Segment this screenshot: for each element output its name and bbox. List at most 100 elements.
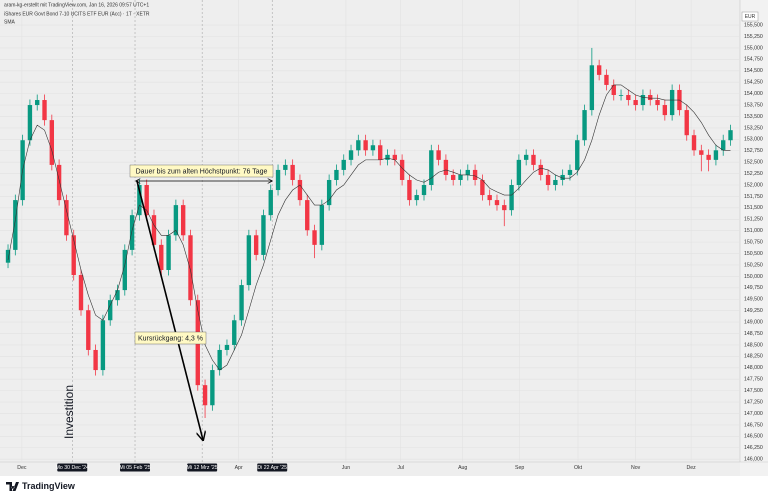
candle-body <box>392 154 398 160</box>
candle-body <box>275 169 281 191</box>
candle-body <box>326 179 332 206</box>
x-tick-label: Aug <box>458 465 467 471</box>
candle-body <box>239 285 244 321</box>
y-tick-label: 146,750 <box>744 422 763 428</box>
candle-body <box>655 100 660 106</box>
x-tick-label: Nov <box>631 465 641 471</box>
candle-body <box>604 74 609 85</box>
watermark: aram-kg-erstellt mit TradingView.com, Ja… <box>4 2 149 8</box>
candle-body <box>443 159 449 175</box>
y-tick-label: 151,250 <box>744 217 763 223</box>
y-tick-label: 154,750 <box>744 57 763 63</box>
candle-body <box>159 244 164 270</box>
candle-body <box>261 215 266 255</box>
candle-body <box>706 154 711 160</box>
y-tick-label: 154,500 <box>744 68 763 74</box>
currency-box <box>741 11 759 22</box>
y-tick-label: 151,000 <box>744 228 763 234</box>
y-tick-label: 155,500 <box>744 22 763 28</box>
y-tick-label: 150,750 <box>744 240 763 246</box>
y-tick-label: 149,750 <box>744 285 763 291</box>
candle-body <box>713 150 719 160</box>
x-tick-label: Sep <box>515 465 524 471</box>
candle-body <box>188 235 193 301</box>
candle-body <box>341 159 346 170</box>
candle-body <box>699 150 704 155</box>
y-tick-label: 154,250 <box>744 80 763 86</box>
x-tick-label: Apr <box>235 465 243 471</box>
candle-body <box>596 65 602 75</box>
y-tick-label: 155,000 <box>744 45 763 51</box>
marker-box <box>120 463 151 472</box>
marker-label: Mo 30 Dec '24 <box>56 465 89 471</box>
marker-label: Di 22 Apr '25 <box>257 465 287 471</box>
candle-body <box>531 154 536 165</box>
candle-body <box>166 235 171 270</box>
candle-body <box>56 164 62 201</box>
candle-body <box>27 105 33 141</box>
candle-body <box>180 205 186 236</box>
y-tick-label: 149,000 <box>744 319 763 325</box>
marker-label: Mi 12 Mrz '25 <box>187 465 218 471</box>
candle-body <box>100 320 106 371</box>
candle-body <box>5 249 11 263</box>
candle-body <box>78 275 84 311</box>
y-tick-label: 148,000 <box>744 365 763 371</box>
marker-label: Mi 05 Feb '25 <box>119 465 150 471</box>
candle-body <box>458 174 463 180</box>
indicator: SMA <box>4 19 16 25</box>
plot <box>5 47 733 419</box>
drop-arrow <box>136 180 203 440</box>
candle-body <box>684 110 689 136</box>
y-tick-label: 147,750 <box>744 377 763 383</box>
candle-body <box>662 105 668 116</box>
candle-body <box>253 235 259 255</box>
marker-box <box>257 463 288 472</box>
candle-body <box>246 235 252 286</box>
investment-label: Investition <box>62 385 76 439</box>
y-tick-label: 148,250 <box>744 354 763 360</box>
y-tick-label: 153,000 <box>744 137 763 143</box>
candle-body <box>64 200 69 236</box>
candle-body <box>516 159 522 186</box>
y-tick-label: 154,000 <box>744 91 763 97</box>
candle-body <box>319 205 325 245</box>
duration-label: Dauer bis zum alten Höchstpunkt: 76 Tage <box>136 168 268 175</box>
y-tick-label: 150,000 <box>744 274 763 280</box>
y-tick-label: 153,750 <box>744 102 763 108</box>
y-tick-label: 153,500 <box>744 114 763 120</box>
sma-line <box>7 84 731 371</box>
candle-body <box>210 370 215 406</box>
logo-icon <box>6 482 19 491</box>
candle-body <box>363 140 368 151</box>
y-tick-label: 146,500 <box>744 434 763 440</box>
y-tick-label: 152,500 <box>744 160 763 166</box>
candle-body <box>407 179 412 201</box>
x-tick-label: Dez <box>686 465 696 471</box>
candle-body <box>202 385 208 406</box>
candle-body <box>93 349 98 371</box>
candle-body <box>224 344 230 350</box>
candle-body <box>691 135 697 151</box>
y-tick-label: 147,250 <box>744 399 763 405</box>
currency: EUR <box>745 14 756 20</box>
x-tick-label: Okt <box>574 465 583 471</box>
candle-body <box>232 320 237 345</box>
y-tick-label: 151,500 <box>744 205 763 211</box>
marker-box <box>187 463 218 472</box>
candle-body <box>421 185 427 196</box>
y-tick-label: 148,500 <box>744 342 763 348</box>
candle-body <box>648 94 653 101</box>
axes: 146,000 146,250 146,500 146,750 147,000 147,2… <box>17 22 763 472</box>
candle-body <box>268 190 273 216</box>
candle-body <box>429 150 434 186</box>
candle-body <box>575 140 580 170</box>
candle-body <box>480 179 485 196</box>
y-tick-label: 152,750 <box>744 148 763 154</box>
y-tick-label: 150,500 <box>744 251 763 257</box>
x-tick-label: Jul <box>397 465 404 471</box>
candle-body <box>589 65 595 111</box>
y-tick-label: 148,750 <box>744 331 763 337</box>
candle-body <box>144 185 149 216</box>
